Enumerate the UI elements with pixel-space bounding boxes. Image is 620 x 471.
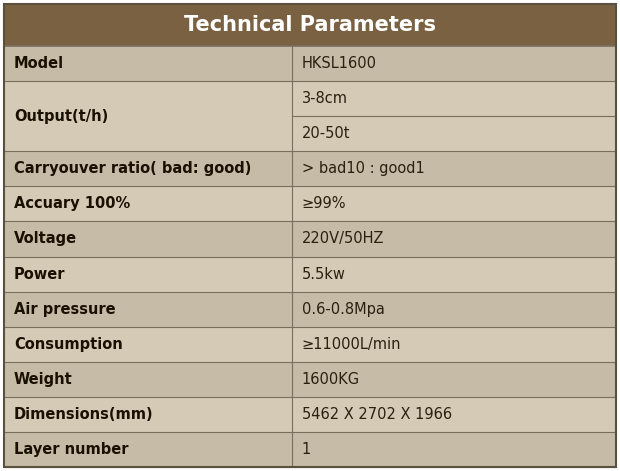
- Bar: [4, 221, 616, 257]
- Text: Air pressure: Air pressure: [14, 301, 115, 317]
- Bar: [4, 151, 616, 187]
- Text: Output(t/h): Output(t/h): [14, 109, 108, 124]
- Bar: [4, 187, 616, 221]
- Text: Dimensions(mm): Dimensions(mm): [14, 407, 154, 422]
- Text: Carryouver ratio( bad: good): Carryouver ratio( bad: good): [14, 161, 251, 176]
- Text: Accuary 100%: Accuary 100%: [14, 196, 130, 211]
- Text: 5462 X 2702 X 1966: 5462 X 2702 X 1966: [302, 407, 452, 422]
- Bar: [4, 257, 616, 292]
- Text: 20-50t: 20-50t: [302, 126, 350, 141]
- Bar: [4, 432, 616, 467]
- Text: Consumption: Consumption: [14, 337, 123, 352]
- Text: Layer number: Layer number: [14, 442, 128, 457]
- Text: Technical Parameters: Technical Parameters: [184, 15, 436, 35]
- Bar: [4, 292, 616, 327]
- Bar: [4, 327, 616, 362]
- Text: ≥99%: ≥99%: [302, 196, 346, 211]
- Text: 220V/50HZ: 220V/50HZ: [302, 231, 384, 246]
- Text: 1: 1: [302, 442, 311, 457]
- Text: 1600KG: 1600KG: [302, 372, 360, 387]
- Text: 5.5kw: 5.5kw: [302, 267, 345, 282]
- Text: HKSL1600: HKSL1600: [302, 56, 376, 71]
- Bar: [4, 397, 616, 432]
- Text: 0.6-0.8Mpa: 0.6-0.8Mpa: [302, 301, 384, 317]
- Text: ≥11000L/min: ≥11000L/min: [302, 337, 401, 352]
- Text: Power: Power: [14, 267, 66, 282]
- Text: Weight: Weight: [14, 372, 73, 387]
- Bar: [4, 4, 616, 46]
- Text: > bad10 : good1: > bad10 : good1: [302, 161, 424, 176]
- Text: Voltage: Voltage: [14, 231, 77, 246]
- Bar: [4, 81, 616, 151]
- Bar: [4, 46, 616, 81]
- Text: 3-8cm: 3-8cm: [302, 91, 348, 106]
- Text: Model: Model: [14, 56, 64, 71]
- Bar: [4, 362, 616, 397]
